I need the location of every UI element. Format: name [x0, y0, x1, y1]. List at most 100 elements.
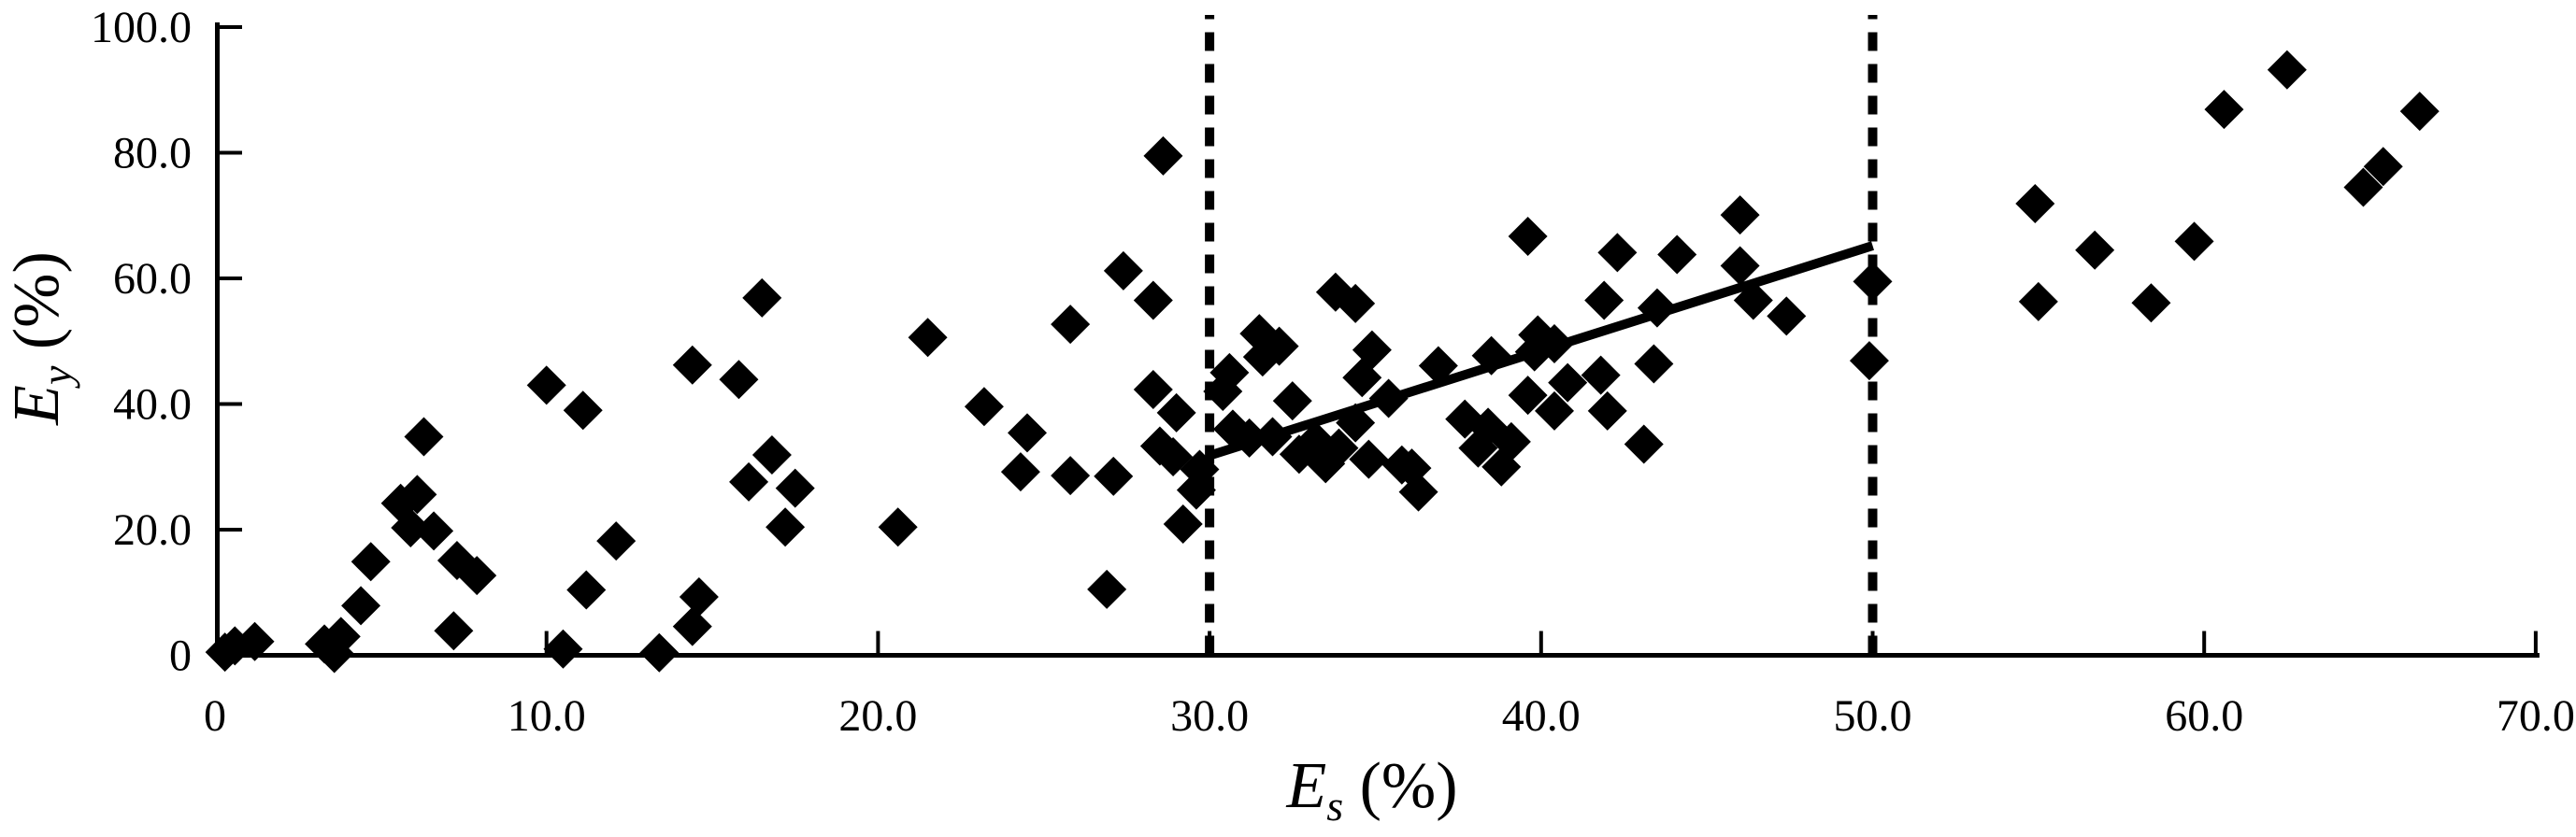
data-point-diamond — [1624, 424, 1664, 464]
data-point-diamond — [1342, 358, 1382, 398]
data-point-diamond — [2075, 230, 2115, 270]
data-point-diamond — [2267, 50, 2307, 90]
data-point-diamond — [639, 632, 680, 673]
data-point-diamond — [672, 606, 712, 646]
data-point-diamond — [766, 507, 806, 547]
data-point-diamond — [1534, 323, 1574, 363]
x-tick-label: 50.0 — [1834, 691, 1912, 741]
data-point-diamond — [235, 621, 275, 661]
data-point-diamond — [1634, 344, 1674, 384]
data-point-diamond — [1587, 390, 1627, 431]
data-point-diamond — [391, 507, 431, 547]
data-point-diamond — [1418, 346, 1458, 386]
data-point-diamond — [434, 611, 474, 651]
data-point-diamond — [566, 570, 607, 610]
data-point-diamond — [321, 617, 361, 657]
data-point-diamond — [397, 475, 437, 515]
x-tick-label: 60.0 — [2165, 691, 2243, 741]
data-point-diamond — [1336, 283, 1376, 323]
data-point-diamond — [1229, 418, 1269, 458]
data-point-diamond — [341, 586, 381, 626]
data-point-diamond — [1000, 452, 1040, 492]
y-tick-label: 20.0 — [113, 505, 192, 555]
data-point-diamond — [2174, 221, 2214, 262]
data-point-diamond — [1103, 250, 1143, 291]
data-point-diamond — [1272, 381, 1312, 421]
data-point-diamond — [1349, 439, 1389, 479]
data-point-diamond — [1398, 472, 1438, 512]
data-point-diamond — [1548, 362, 1588, 403]
data-point-diamond — [1597, 233, 1638, 273]
data-point-diamond — [1471, 335, 1511, 376]
data-point-diamond — [1143, 135, 1183, 176]
data-point-diamond — [1087, 569, 1127, 609]
x-tick-label: 40.0 — [1502, 691, 1581, 741]
data-point-diamond — [1657, 234, 1697, 275]
data-point-diamond — [719, 360, 759, 400]
data-point-diamond — [1008, 413, 1048, 453]
data-point-diamond — [1581, 355, 1621, 395]
data-point-diamond — [2204, 90, 2244, 130]
data-point-diamond — [1133, 370, 1173, 410]
data-point-diamond — [414, 511, 454, 551]
data-point-diamond — [351, 542, 391, 582]
data-point-diamond — [1849, 341, 1889, 381]
data-point-diamond — [878, 507, 918, 547]
data-point-diamond — [1637, 288, 1677, 328]
x-tick-label: 30.0 — [1170, 691, 1249, 741]
data-point-diamond — [1051, 456, 1091, 496]
y-tick-label: 0 — [169, 631, 192, 681]
data-point-diamond — [1481, 447, 1522, 487]
x-tick-label: 0 — [204, 691, 226, 741]
data-point-diamond — [729, 461, 769, 502]
data-point-diamond — [908, 318, 948, 358]
data-point-diamond — [457, 556, 497, 596]
data-point-diamond — [1508, 376, 1548, 416]
data-point-diamond — [1319, 428, 1359, 468]
data-point-diamond — [1508, 216, 1548, 256]
data-point-diamond — [1720, 246, 1760, 286]
x-tick-label: 20.0 — [838, 691, 917, 741]
data-point-diamond — [2343, 167, 2383, 207]
data-point-diamond — [1368, 378, 1409, 418]
y-tick-label: 100.0 — [91, 3, 192, 52]
data-point-diamond — [1094, 456, 1134, 496]
x-tick-label: 70.0 — [2497, 691, 2575, 741]
data-point-diamond — [672, 345, 712, 385]
data-point-diamond — [1584, 280, 1624, 320]
data-point-diamond — [1534, 390, 1574, 431]
y-tick-label: 40.0 — [113, 380, 192, 430]
data-point-diamond — [526, 365, 566, 405]
data-point-diamond — [1853, 262, 1893, 302]
data-point-diamond — [2015, 183, 2055, 223]
data-point-diamond — [563, 390, 603, 431]
data-point-diamond — [2131, 283, 2171, 323]
data-point-diamond — [679, 576, 719, 617]
data-point-diamond — [1458, 428, 1498, 468]
data-point-diamond — [1156, 392, 1196, 433]
data-point-diamond — [1051, 305, 1091, 345]
data-point-diamond — [404, 417, 444, 457]
data-point-diamond — [2363, 147, 2403, 187]
data-point-diamond — [596, 521, 637, 561]
y-axis-title: Ey (%) — [1, 251, 80, 426]
y-tick-label: 80.0 — [113, 129, 192, 178]
data-point-diamond — [1767, 296, 1807, 336]
data-point-diamond — [2399, 92, 2440, 132]
data-point-diamond — [1336, 403, 1376, 443]
data-point-diamond — [1259, 326, 1299, 366]
data-point-diamond — [1733, 280, 1773, 320]
y-tick-label: 60.0 — [113, 254, 192, 304]
data-point-diamond — [2018, 281, 2058, 321]
data-point-diamond — [751, 434, 792, 475]
data-point-diamond — [1252, 417, 1293, 457]
data-point-diamond — [1163, 504, 1203, 544]
data-point-diamond — [1133, 280, 1173, 320]
x-tick-label: 10.0 — [508, 691, 586, 741]
x-axis-title: Es (%) — [1285, 750, 1457, 830]
data-point-diamond — [1209, 352, 1250, 392]
data-point-diamond — [742, 277, 782, 318]
data-point-diamond — [1180, 449, 1220, 489]
